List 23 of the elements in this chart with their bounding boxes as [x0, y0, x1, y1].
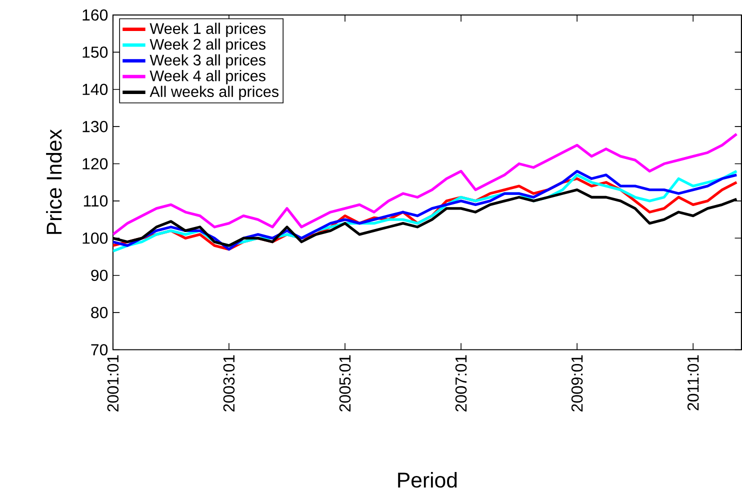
x-tick-label: 2001:01: [107, 355, 119, 412]
y-tick-label: 160: [82, 10, 108, 21]
x-tick-label: 2009:01: [571, 355, 583, 412]
y-tick-label: 140: [82, 84, 108, 96]
legend-label: Week 2 all prices: [150, 38, 266, 53]
y-tick-label: 110: [84, 195, 108, 207]
legend-label: Week 4 all prices: [150, 70, 266, 84]
y-tick-label: 150: [82, 46, 108, 58]
x-tick-label: 2003:01: [223, 355, 235, 412]
legend-label: Week 1 all prices: [150, 22, 266, 38]
y-tick-label: 100: [82, 232, 108, 244]
y-axis-title: Price Index: [46, 129, 62, 234]
y-tick-label: 120: [82, 158, 108, 170]
x-axis-title: Period: [398, 472, 457, 488]
y-tick-label: 130: [82, 121, 108, 132]
legend-label: All weeks all prices: [150, 86, 279, 100]
y-tick-label: 70: [91, 344, 108, 356]
legend-label: Week 3 all prices: [150, 54, 266, 69]
x-tick-label: 2011:01: [687, 355, 699, 410]
y-tick-label: 80: [91, 307, 108, 318]
y-tick-label: 90: [91, 270, 108, 282]
x-tick-label: 2005:01: [339, 355, 351, 412]
x-tick-label: 2007:01: [455, 355, 467, 412]
